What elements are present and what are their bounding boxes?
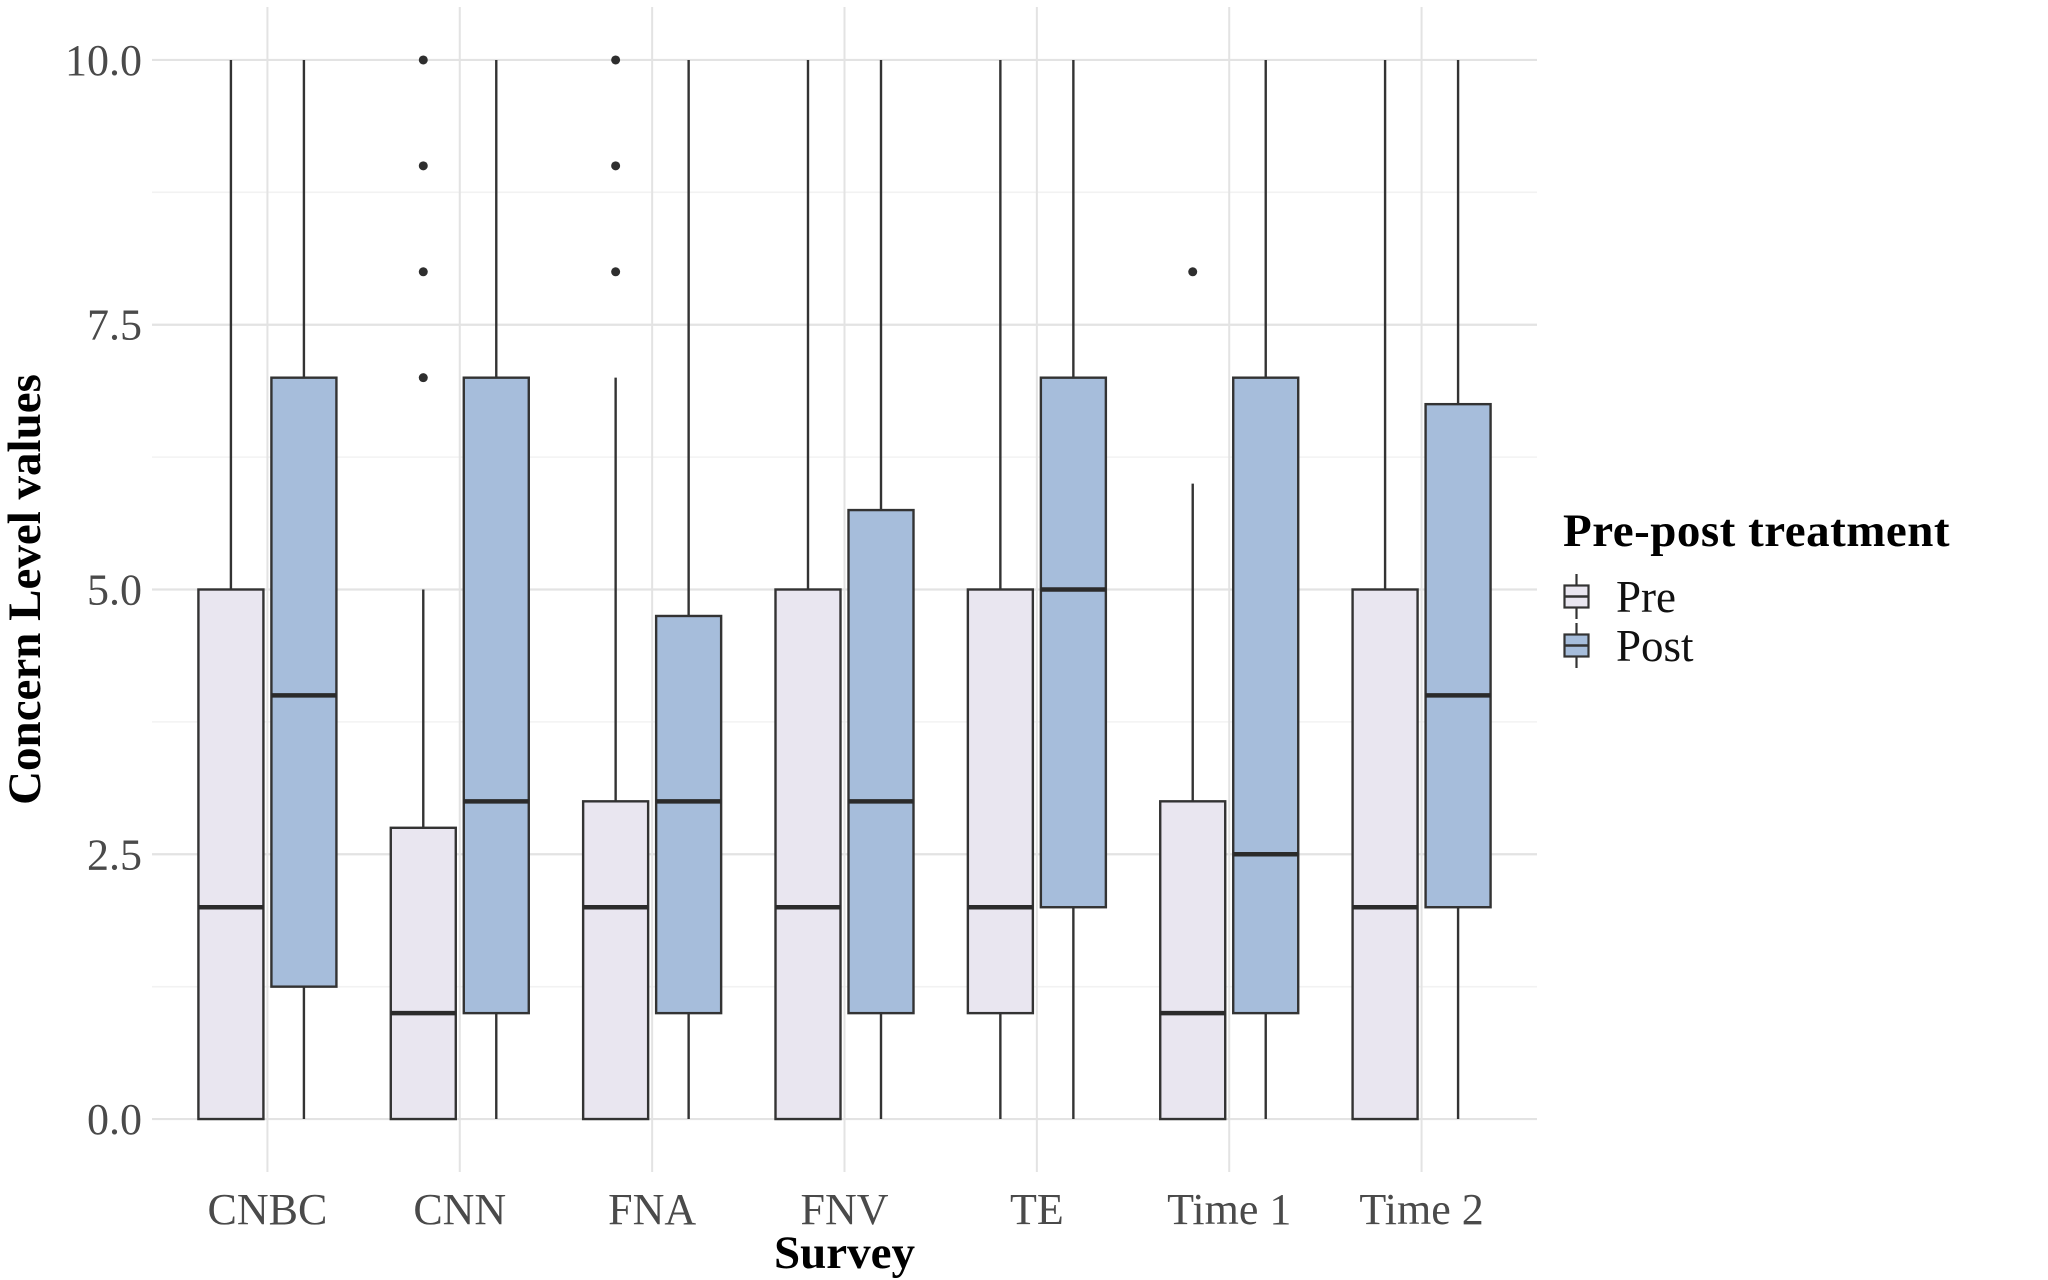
legend-title: Pre-post treatment <box>1563 505 1951 557</box>
legend: Pre-post treatment Pre Post <box>1563 504 1951 671</box>
y-tick-label: 2.5 <box>87 830 142 879</box>
x-tick-label: Time 1 <box>1167 1185 1291 1234</box>
y-axis-title: Concern Level values <box>0 374 51 805</box>
x-tick-label: CNN <box>413 1185 506 1234</box>
x-tick-label: FNA <box>608 1185 696 1234</box>
x-tick-label: FNV <box>800 1185 888 1234</box>
y-tick-label: 7.5 <box>87 301 142 350</box>
boxplot-key-icon-pre <box>1563 574 1590 619</box>
legend-label-pre: Pre <box>1616 571 1676 622</box>
legend-item-post: Post <box>1563 620 1950 671</box>
x-tick-label: TE <box>1010 1185 1064 1234</box>
legend-item-pre: Pre <box>1563 571 1950 622</box>
boxplot-key-icon-post <box>1563 623 1590 668</box>
x-tick-label: Time 2 <box>1359 1185 1483 1234</box>
x-tick-label: CNBC <box>208 1185 328 1234</box>
y-tick-label: 0.0 <box>87 1095 142 1144</box>
y-tick-label: 10.0 <box>65 36 142 85</box>
legend-label-post: Post <box>1616 620 1694 671</box>
x-axis-title: Survey <box>774 1227 916 1279</box>
y-tick-label: 5.0 <box>87 566 142 615</box>
